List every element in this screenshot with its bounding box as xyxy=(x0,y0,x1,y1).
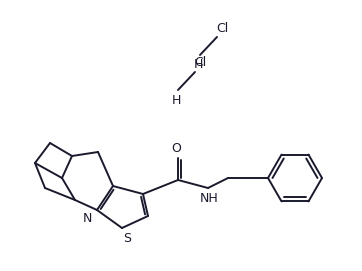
Text: H: H xyxy=(171,93,181,107)
Text: O: O xyxy=(171,141,181,154)
Text: Cl: Cl xyxy=(194,56,206,69)
Text: Cl: Cl xyxy=(216,21,228,34)
Text: H: H xyxy=(193,59,203,72)
Text: N: N xyxy=(82,211,92,224)
Text: S: S xyxy=(123,231,131,244)
Text: NH: NH xyxy=(199,192,218,205)
